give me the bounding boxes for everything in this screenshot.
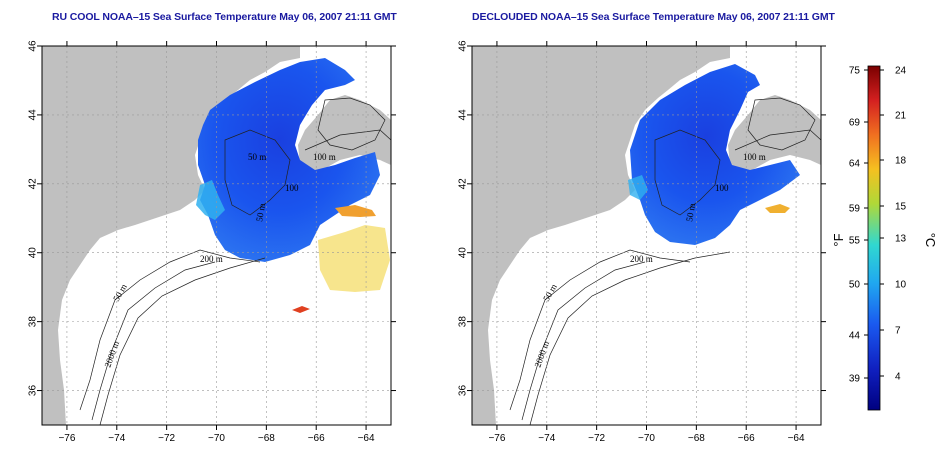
fahrenheit-tick-label: 44 xyxy=(849,331,861,342)
colorbar-gradient xyxy=(867,65,881,411)
y-tick-label: 46 xyxy=(28,40,39,52)
celsius-tick-label: 18 xyxy=(895,156,907,167)
fahrenheit-tick-label: 69 xyxy=(849,118,861,129)
contour-label: 100 m xyxy=(743,152,766,162)
y-tick-label: 40 xyxy=(458,247,469,259)
y-tick-label: 38 xyxy=(28,316,39,328)
celsius-tick-label: 15 xyxy=(895,202,907,213)
x-tick-label: −70 xyxy=(638,433,655,444)
y-tick-label: 42 xyxy=(458,178,469,190)
axis-ticks: −76 −74 −72 −70 −68 −66 −64 46 44 42 40 38 36 xyxy=(458,40,826,444)
contour-label: 200 m xyxy=(630,254,653,264)
sst-warm-patch xyxy=(318,225,390,292)
x-tick-label: −70 xyxy=(208,433,225,444)
celsius-tick-label: 24 xyxy=(895,66,907,77)
x-tick-label: −64 xyxy=(358,433,375,444)
land-mass xyxy=(42,46,391,425)
fahrenheit-tick-label: 64 xyxy=(849,159,861,170)
x-tick-label: −76 xyxy=(58,433,75,444)
contour-label: 50 m xyxy=(684,203,697,223)
y-tick-label: 44 xyxy=(458,109,469,121)
x-tick-label: −64 xyxy=(788,433,805,444)
celsius-tick-label: 4 xyxy=(895,372,901,383)
axis-ticks: −76 −74 −72 −70 −68 −66 −64 46 44 42 40 38 36 xyxy=(28,40,396,444)
land-mass xyxy=(472,46,821,425)
y-tick-label: 36 xyxy=(28,385,39,397)
x-tick-label: −68 xyxy=(258,433,275,444)
celsius-unit-label: °C xyxy=(923,233,938,248)
fahrenheit-tick-label: 75 xyxy=(849,66,861,77)
map-title-left: RU COOL NOAA–15 Sea Surface Temperature … xyxy=(52,11,397,23)
sst-warm-band xyxy=(335,205,376,217)
sst-warm-spot xyxy=(292,306,310,313)
y-tick-label: 46 xyxy=(458,40,469,52)
y-tick-label: 36 xyxy=(458,385,469,397)
sst-cold-water xyxy=(630,64,800,245)
contour-label: 100 xyxy=(285,183,299,193)
x-tick-label: −74 xyxy=(108,433,125,444)
contour-label: 100 m xyxy=(313,152,336,162)
contour-label: 100 xyxy=(715,183,729,193)
celsius-tick-label: 21 xyxy=(895,111,907,122)
x-tick-label: −72 xyxy=(158,433,175,444)
map-title-right: DECLOUDED NOAA–15 Sea Surface Temperatur… xyxy=(472,11,835,23)
x-tick-label: −74 xyxy=(538,433,555,444)
x-tick-label: −72 xyxy=(588,433,605,444)
x-tick-label: −76 xyxy=(488,433,505,444)
x-tick-label: −68 xyxy=(688,433,705,444)
bathymetry-contours xyxy=(509,97,822,426)
sst-map-right: 100 m 200 m 50 m 2000 m 100 50 m −76 −74−… xyxy=(458,40,826,444)
fahrenheit-tick-label: 50 xyxy=(849,280,861,291)
sst-map-left: 100 m 200 m 50 m 2000 m 100 50 m 50 m −7… xyxy=(28,40,396,444)
sst-mid-water xyxy=(628,175,648,200)
sst-mid-water xyxy=(196,180,225,220)
y-tick-label: 40 xyxy=(28,247,39,259)
fahrenheit-tick-label: 55 xyxy=(849,236,861,247)
bathymetry-contours xyxy=(79,97,392,426)
contour-label: 200 m xyxy=(200,254,223,264)
fahrenheit-tick-label: 59 xyxy=(849,204,861,215)
celsius-tick-label: 10 xyxy=(895,280,907,291)
y-tick-label: 44 xyxy=(28,109,39,121)
fahrenheit-tick-label: 39 xyxy=(849,374,861,385)
contour-label: 50 m xyxy=(248,152,266,162)
sst-warm-band xyxy=(765,204,790,213)
x-tick-label: −66 xyxy=(308,433,325,444)
y-tick-label: 42 xyxy=(28,178,39,190)
celsius-tick-label: 7 xyxy=(895,326,901,337)
temperature-colorbar: 75 69 64 59 55 50 44 39 24 21 18 15 13 10 7 4 °F °C xyxy=(831,66,938,411)
y-tick-label: 38 xyxy=(458,316,469,328)
fahrenheit-unit-label: °F xyxy=(831,233,846,246)
contour-label: 50 m xyxy=(254,203,267,223)
celsius-tick-label: 13 xyxy=(895,234,907,245)
x-tick-label: −66 xyxy=(738,433,755,444)
